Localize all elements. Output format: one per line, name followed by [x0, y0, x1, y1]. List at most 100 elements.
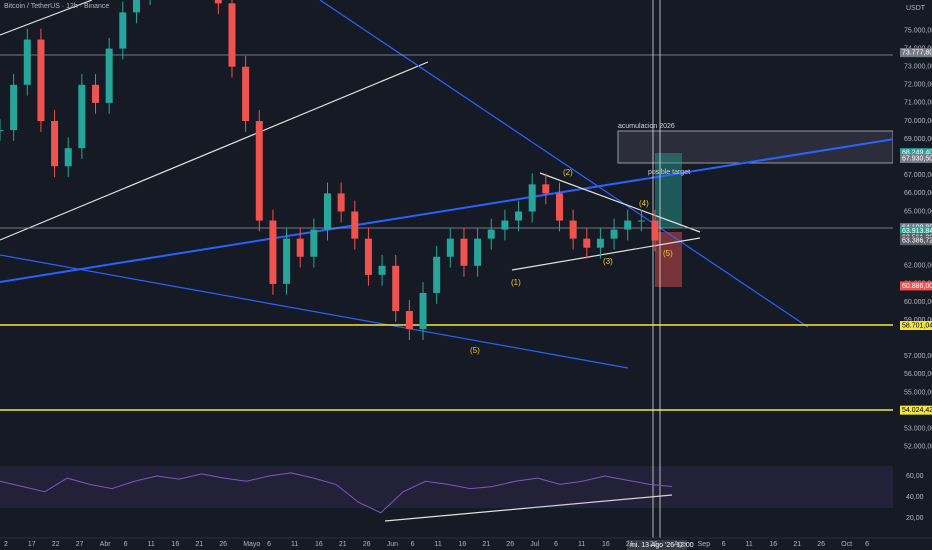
candle: [255, 121, 263, 221]
time-tick-label: 22: [52, 541, 60, 548]
candle: [528, 184, 536, 212]
time-tick-label: 17: [28, 541, 36, 548]
price-tick-label: 73.000,00: [904, 64, 932, 71]
candle: [228, 3, 236, 67]
price-tag-label: 60.886,00: [902, 283, 932, 290]
time-tick-label: Mayo: [243, 541, 260, 548]
wave-label: (3): [603, 257, 613, 266]
price-tick-label: 65.000,00: [904, 208, 932, 215]
price-tick-label: 52.000,00: [904, 444, 932, 451]
time-tick-label: 21: [195, 541, 203, 548]
candle: [92, 84, 100, 103]
candle: [132, 0, 140, 13]
price-tick-label: 75.000,00: [904, 27, 932, 34]
time-tick-label: 6: [267, 541, 271, 548]
candle: [23, 39, 31, 85]
candle: [269, 220, 277, 284]
candle: [296, 238, 304, 257]
price-tag: [900, 153, 932, 163]
candle: [487, 229, 495, 239]
wave-label: (2): [563, 168, 573, 177]
triangle-line: [539, 172, 701, 233]
candle: [610, 229, 618, 239]
rsi-band: [0, 466, 893, 508]
price-tag-label: 58.701,04: [902, 322, 932, 329]
rsi-line: [0, 472, 673, 514]
price-tick-label: 60.000,00: [904, 299, 932, 306]
time-tick-label: 6: [411, 541, 415, 548]
wave-label: (1): [511, 278, 521, 287]
price-tag-label: 73.777,80: [902, 49, 932, 56]
time-tick-label: 16: [769, 541, 777, 548]
trend-line: [0, 254, 629, 369]
time-tick-label: 16: [602, 541, 610, 548]
candle: [392, 265, 400, 312]
time-tick-label: 11: [578, 541, 585, 548]
time-tick-label: 11: [745, 541, 752, 548]
candle: [474, 238, 482, 266]
price-tick-label: 67.000,00: [904, 172, 932, 179]
candle: [119, 12, 127, 49]
candle: [569, 220, 577, 239]
time-tick-label: 21: [626, 541, 634, 548]
price-tag: [900, 48, 932, 58]
candle: [283, 238, 291, 284]
price-tick-label: 59.000,00: [904, 317, 932, 324]
price-tag: [900, 226, 932, 236]
candle: [324, 193, 331, 230]
time-tick-label: 21: [793, 541, 801, 548]
rsi-trend-line: [384, 494, 673, 522]
price-tag-label: 63.913,84: [902, 228, 932, 235]
time-tick-label: 6: [554, 541, 558, 548]
candle: [542, 184, 550, 194]
price-tag: [900, 281, 932, 291]
candle: [651, 220, 659, 241]
time-tick-label: 26: [650, 541, 658, 548]
time-tick-label: 11: [291, 541, 298, 548]
time-tick-label: 16: [171, 541, 179, 548]
candle: [37, 39, 45, 121]
rsi-tick-label: 60,00: [906, 473, 924, 480]
price-tick-label: 57.000,00: [904, 353, 932, 360]
candle: [10, 84, 18, 131]
triangle-line: [511, 237, 701, 271]
time-tick-label: 11: [148, 541, 155, 548]
price-tick-label: 56.000,00: [904, 371, 932, 378]
candle: [555, 193, 563, 221]
trend-line: [0, 0, 93, 36]
price-tick-label: 70.000,00: [904, 118, 932, 125]
candle: [596, 238, 604, 248]
time-tick-label: Jul: [530, 541, 539, 548]
price-tag-label: 68.249,40: [902, 150, 932, 157]
target-zone: [655, 153, 682, 228]
rsi-tick-label: 20,00: [906, 515, 924, 522]
time-tick-label: Jun: [387, 541, 398, 548]
wave-label: (5): [470, 346, 480, 355]
time-tick-label: 16: [458, 541, 466, 548]
price-tick-label: 69.000,00: [904, 136, 932, 143]
candle: [105, 48, 113, 103]
annotation: posible target: [648, 169, 690, 176]
candle: [337, 193, 345, 212]
price-tick-label: 72.000,00: [904, 82, 932, 89]
candle: [78, 84, 86, 149]
time-tick-label: 21: [482, 541, 490, 548]
time-tick-label: 26: [506, 541, 514, 548]
wave-label: (4): [639, 199, 649, 208]
rsi-tick-label: 40,00: [906, 494, 924, 501]
time-tick-label: Ago: [674, 541, 687, 548]
candle: [214, 0, 222, 4]
time-tick-label: 6: [722, 541, 726, 548]
price-tag: [900, 405, 932, 415]
candle: [310, 229, 318, 257]
price-tag-label: 54.024,42: [902, 407, 932, 414]
candle: [501, 220, 509, 230]
time-tick-label: 11: [435, 541, 442, 548]
candle: [351, 211, 359, 239]
time-tick-label: 26: [363, 541, 371, 548]
wave-label: (5): [663, 249, 673, 258]
candle: [433, 256, 441, 293]
time-tick-label: Sep: [698, 541, 711, 548]
candle: [378, 265, 386, 275]
